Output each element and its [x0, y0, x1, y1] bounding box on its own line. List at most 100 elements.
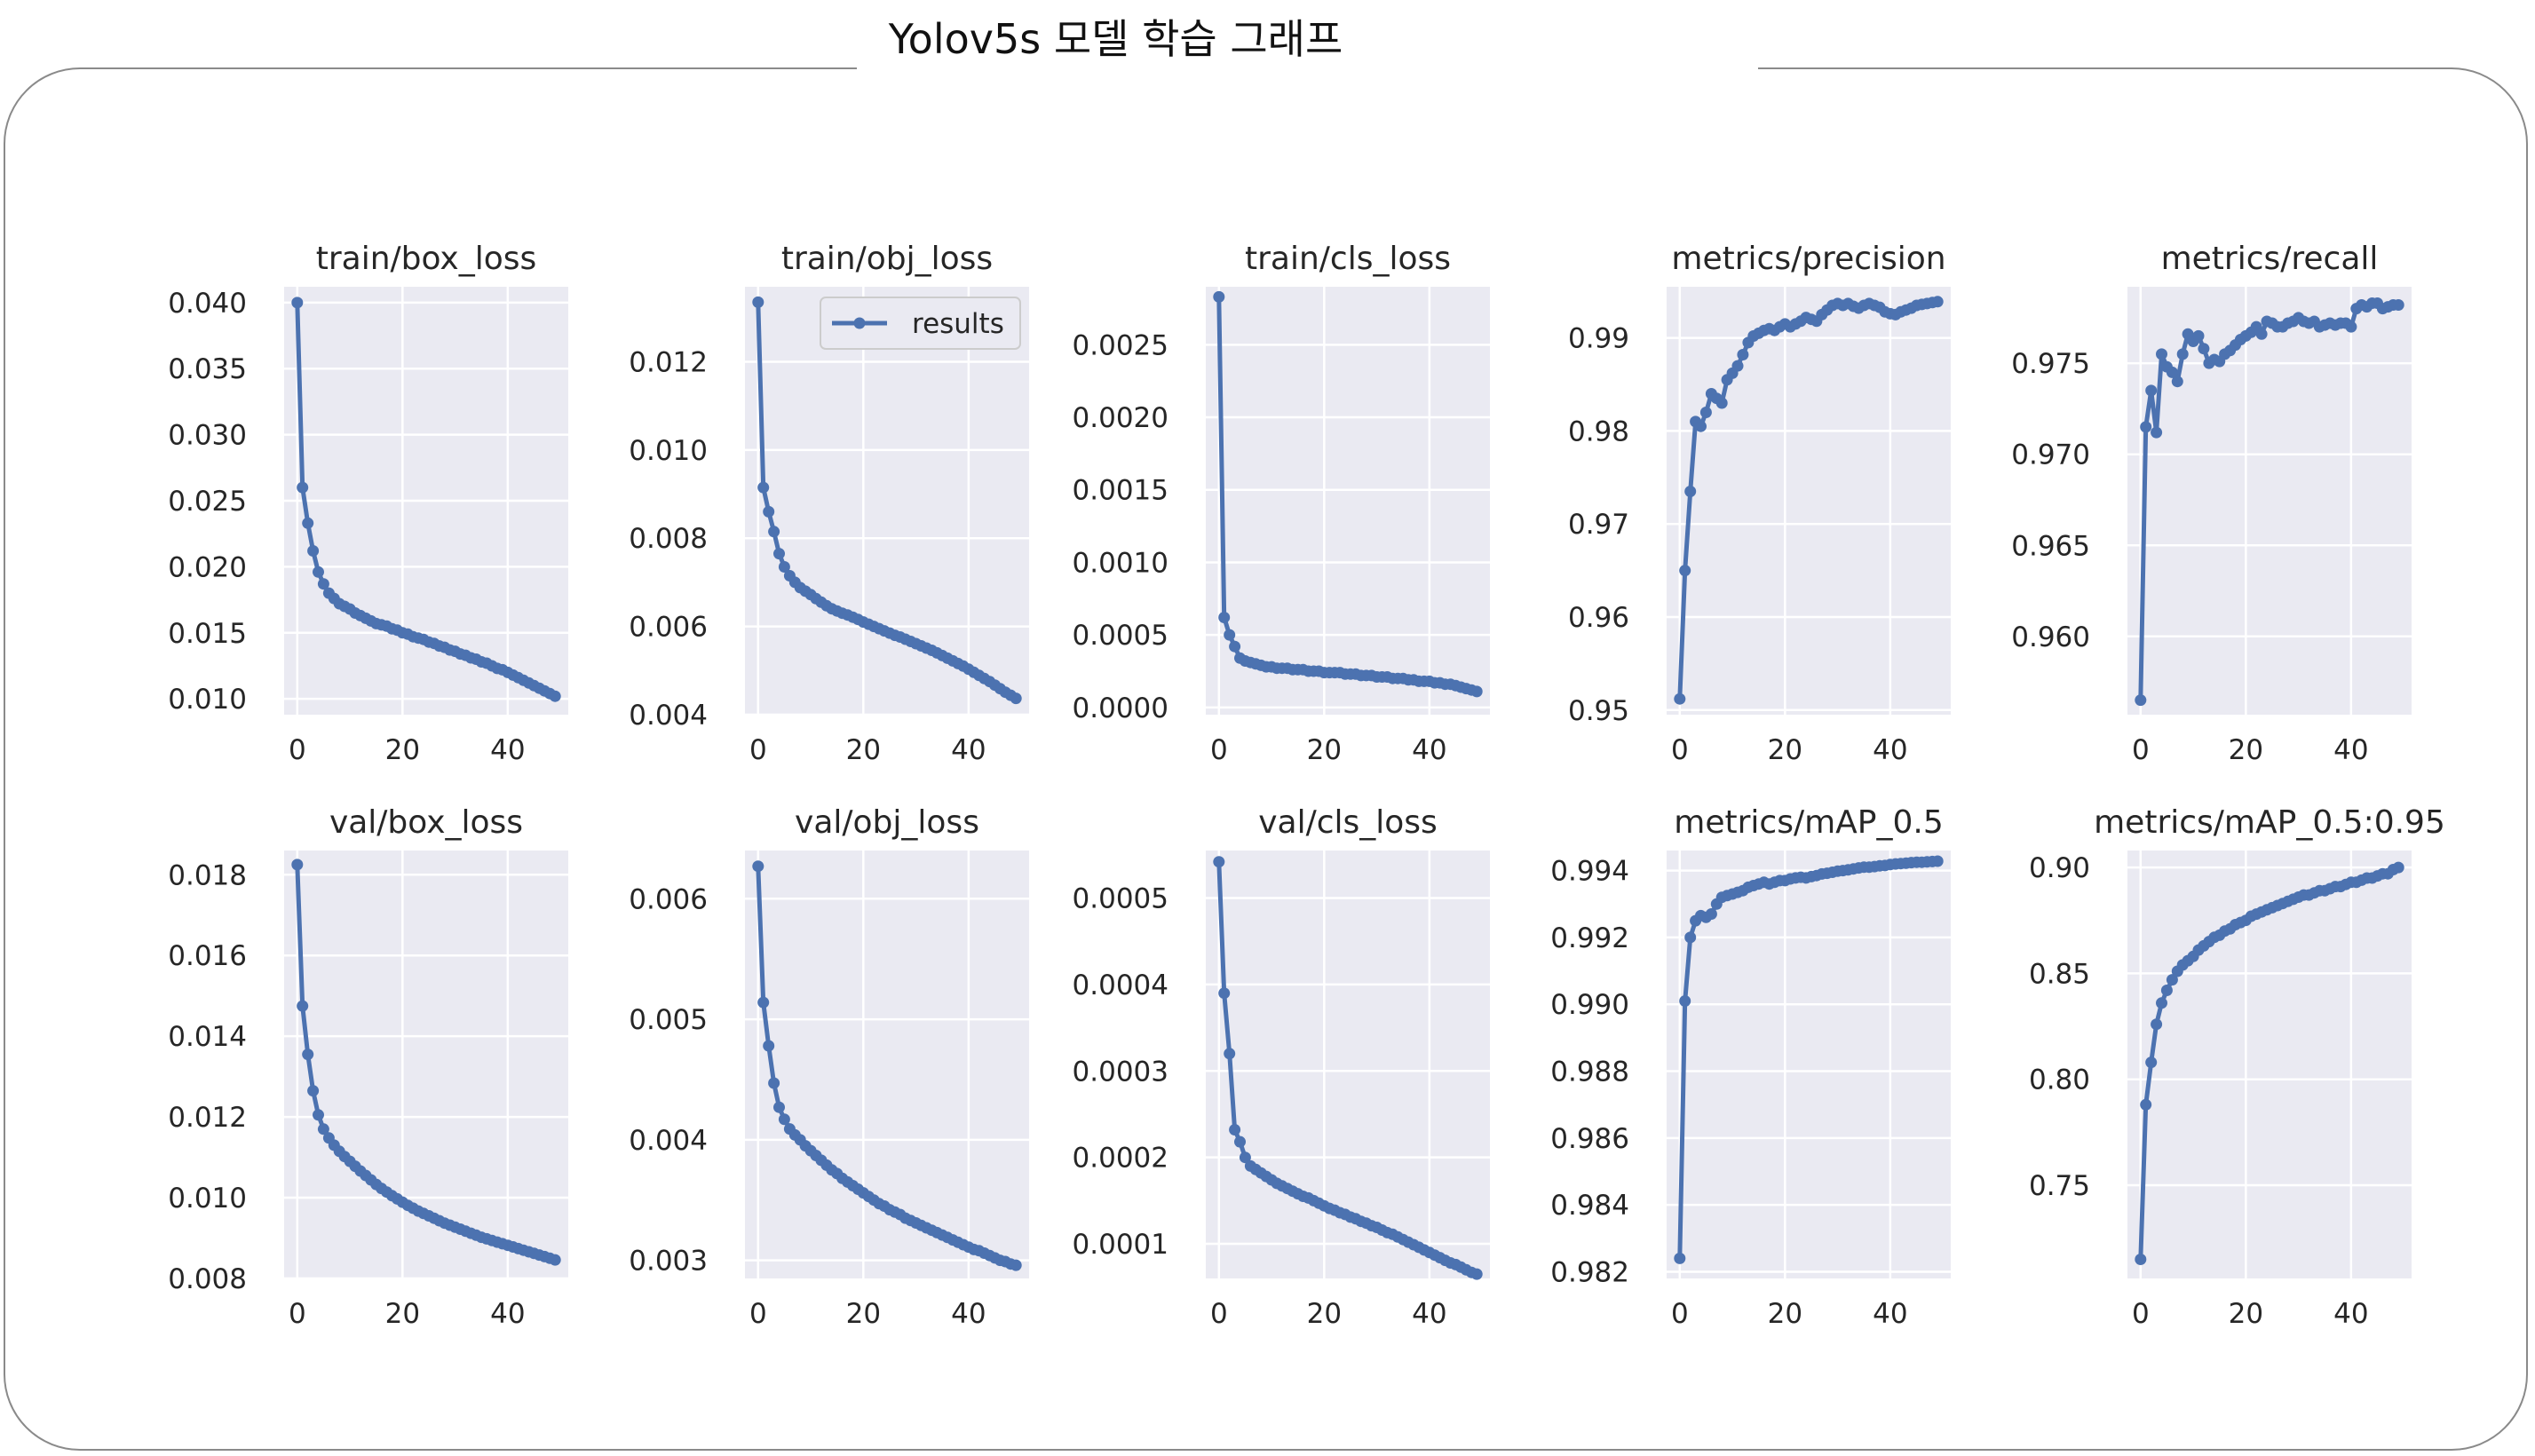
data-point: [1705, 908, 1717, 920]
y-tick-label: 0.990: [1550, 989, 1629, 1021]
x-tick-label: 40: [951, 1298, 986, 1330]
data-point: [307, 545, 320, 557]
data-point: [1699, 407, 1712, 418]
data-point: [1931, 296, 1944, 308]
data-point: [2135, 1254, 2147, 1265]
page-title: Yolov5s 모델 학습 그래프: [888, 15, 1343, 63]
y-tick-label: 0.018: [168, 859, 247, 891]
x-tick-label: 20: [846, 1298, 881, 1330]
y-tick-label: 0.004: [629, 700, 708, 732]
data-point: [291, 859, 304, 871]
x-tick-label: 0: [749, 734, 767, 766]
y-tick-label: 0.035: [168, 353, 247, 385]
x-tick-label: 20: [1768, 734, 1802, 766]
data-point: [2145, 1056, 2158, 1069]
y-tick-label: 0.010: [168, 1183, 247, 1215]
subplot-title: metrics/recall: [2161, 241, 2379, 277]
y-tick-label: 0.0002: [1073, 1143, 1168, 1175]
subplot-title: metrics/precision: [1671, 241, 1945, 277]
plot-area: [2127, 851, 2412, 1278]
data-point: [2198, 343, 2210, 355]
data-point: [2171, 376, 2183, 388]
plot-area: [745, 287, 1029, 715]
data-point: [313, 1109, 324, 1121]
data-point: [778, 1113, 790, 1126]
x-tick-label: 20: [2229, 734, 2263, 766]
data-point: [549, 690, 561, 702]
data-point: [778, 561, 790, 573]
y-tick-label: 0.0015: [1073, 475, 1168, 507]
x-tick-label: 20: [385, 1298, 420, 1330]
data-point: [1715, 397, 1728, 409]
subplot-title: metrics/mAP_0.5: [1674, 804, 1943, 841]
data-point: [297, 1000, 309, 1012]
data-point: [1674, 692, 1686, 705]
y-tick-label: 0.0025: [1073, 329, 1168, 361]
data-point: [773, 548, 785, 560]
data-point: [302, 517, 314, 529]
y-tick-label: 0.012: [629, 346, 708, 378]
subplot-8: 0 20 40 0.0001 0.0002 0.0003 0.0004 0.0005 val/c…: [1073, 804, 1490, 1330]
x-tick-label: 0: [1210, 734, 1228, 766]
data-point: [757, 996, 770, 1009]
plot-area: [1667, 851, 1951, 1278]
y-tick-label: 0.85: [2029, 958, 2090, 990]
y-tick-label: 0.006: [629, 612, 708, 644]
subplot-6: 0 20 40 0.008 0.010 0.012 0.014 0.016 0.018 val/b…: [168, 804, 568, 1330]
y-tick-label: 0.016: [168, 940, 247, 972]
frame-title-gap: [857, 59, 1758, 80]
subplot-7: 0 20 40 0.003 0.004 0.005 0.006 val/obj_loss: [629, 804, 1029, 1330]
y-tick-label: 0.75: [2029, 1170, 2090, 1202]
x-tick-label: 40: [951, 734, 986, 766]
plot-area: [1206, 287, 1490, 715]
plot-area: [1206, 851, 1490, 1278]
data-point: [1010, 1259, 1022, 1271]
data-point: [2156, 348, 2167, 360]
x-tick-label: 0: [2132, 1298, 2150, 1330]
data-point: [773, 1101, 785, 1113]
y-tick-label: 0.98: [1568, 415, 1629, 447]
y-tick-label: 0.015: [168, 618, 247, 650]
data-point: [1470, 1268, 1483, 1280]
data-point: [1684, 931, 1697, 944]
data-point: [2156, 997, 2167, 1009]
subplot-5: 0 20 40 0.960 0.965 0.970 0.975 metrics/recall: [2011, 241, 2412, 766]
x-tick-label: 40: [1412, 1298, 1446, 1330]
y-tick-label: 0.960: [2011, 621, 2090, 653]
y-tick-label: 0.005: [629, 1004, 708, 1036]
data-point: [763, 505, 775, 518]
subplot-title: val/box_loss: [329, 804, 523, 841]
plot-area: [2127, 287, 2412, 715]
x-tick-label: 40: [490, 1298, 525, 1330]
data-point: [549, 1254, 561, 1266]
y-tick-label: 0.96: [1568, 602, 1629, 634]
y-tick-label: 0.99: [1568, 323, 1629, 355]
data-point: [307, 1085, 320, 1097]
data-point: [297, 481, 309, 494]
x-tick-label: 20: [1307, 734, 1342, 766]
x-tick-label: 0: [1671, 1298, 1689, 1330]
y-tick-label: 0.982: [1550, 1256, 1629, 1288]
legend-marker: [853, 317, 866, 329]
y-tick-label: 0.0005: [1073, 620, 1168, 652]
y-tick-label: 0.984: [1550, 1190, 1629, 1222]
data-point: [1679, 995, 1691, 1007]
x-tick-label: 40: [2333, 1298, 2368, 1330]
data-point: [1674, 1252, 1686, 1264]
y-tick-label: 0.95: [1568, 695, 1629, 727]
data-point: [2135, 694, 2147, 707]
y-tick-label: 0.0003: [1073, 1056, 1168, 1088]
x-tick-label: 20: [385, 734, 420, 766]
subplot-4: 0 20 40 0.95 0.96 0.97 0.98 0.99 metrics/precisi…: [1568, 241, 1951, 766]
x-tick-label: 20: [1307, 1298, 1342, 1330]
data-point: [2345, 320, 2357, 333]
data-point: [2176, 348, 2189, 360]
x-tick-label: 0: [1210, 1298, 1228, 1330]
data-point: [1684, 486, 1697, 497]
data-point: [1737, 349, 1749, 360]
plot-area: [1667, 287, 1951, 715]
x-tick-label: 40: [490, 734, 525, 766]
data-point: [757, 481, 770, 494]
y-tick-label: 0.992: [1550, 922, 1629, 954]
legend-box: [820, 297, 1021, 350]
